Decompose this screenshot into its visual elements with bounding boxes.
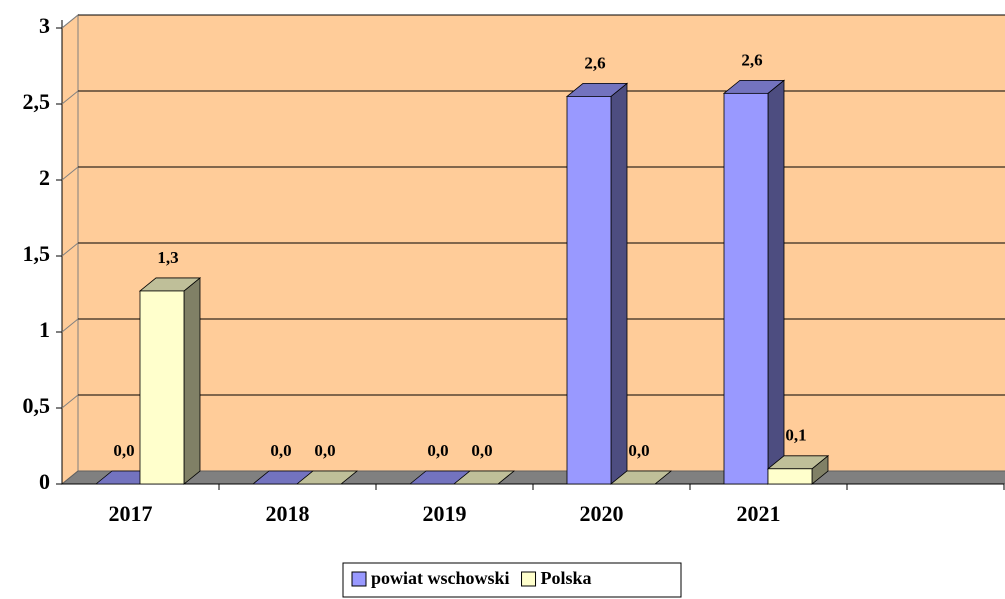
y-tick-label: 3 [39,13,50,38]
data-label: 0,0 [314,441,335,460]
grid-line [61,90,79,105]
bar-front [767,468,813,485]
data-label: 0,0 [427,441,448,460]
floor [60,470,1005,485]
bar-top [609,470,673,485]
y-tick-label: 0,5 [23,393,51,418]
bar [565,82,629,485]
grid-line [61,242,79,257]
legend: powiat wschowski Polska [342,562,682,598]
data-label: 1,3 [157,248,178,267]
data-label: 0,0 [113,441,134,460]
legend-box [342,562,682,598]
x-tick-label: 2017 [109,501,153,526]
legend-swatch [521,571,537,587]
y-tick-label: 2,5 [23,89,51,114]
bar [766,454,830,485]
data-label: 2,6 [741,50,762,69]
bar [609,470,673,485]
bar-top [452,470,516,485]
grid-line [61,166,79,181]
grid-line [61,14,79,29]
y-tick-label: 2 [39,165,50,190]
bar-side [610,82,628,485]
legend-label: Polska [541,568,592,588]
bar [452,470,516,485]
grid-line [61,394,79,409]
data-label: 0,0 [628,441,649,460]
grid-line [61,318,79,333]
bar-top [295,470,359,485]
data-label: 0,0 [270,441,291,460]
x-tick-label: 2021 [737,501,781,526]
bar [295,470,359,485]
x-tick-label: 2018 [266,501,310,526]
y-tick-label: 0 [39,469,50,494]
data-label: 0,1 [785,426,806,445]
x-tick-label: 2020 [580,501,624,526]
legend-label: powiat wschowski [371,568,510,588]
legend-swatch [351,571,367,587]
data-label: 0,0 [471,441,492,460]
data-label: 2,6 [584,53,605,72]
bar-front [723,92,769,485]
y-tick-label: 1 [39,317,50,342]
y-tick-label: 1,5 [23,241,51,266]
bar-front [139,290,185,485]
bar [722,79,786,485]
x-tick-label: 2019 [423,501,467,526]
bar-front [566,96,612,485]
bar-side [183,277,201,485]
bar [138,277,202,485]
bar-side [767,79,785,485]
